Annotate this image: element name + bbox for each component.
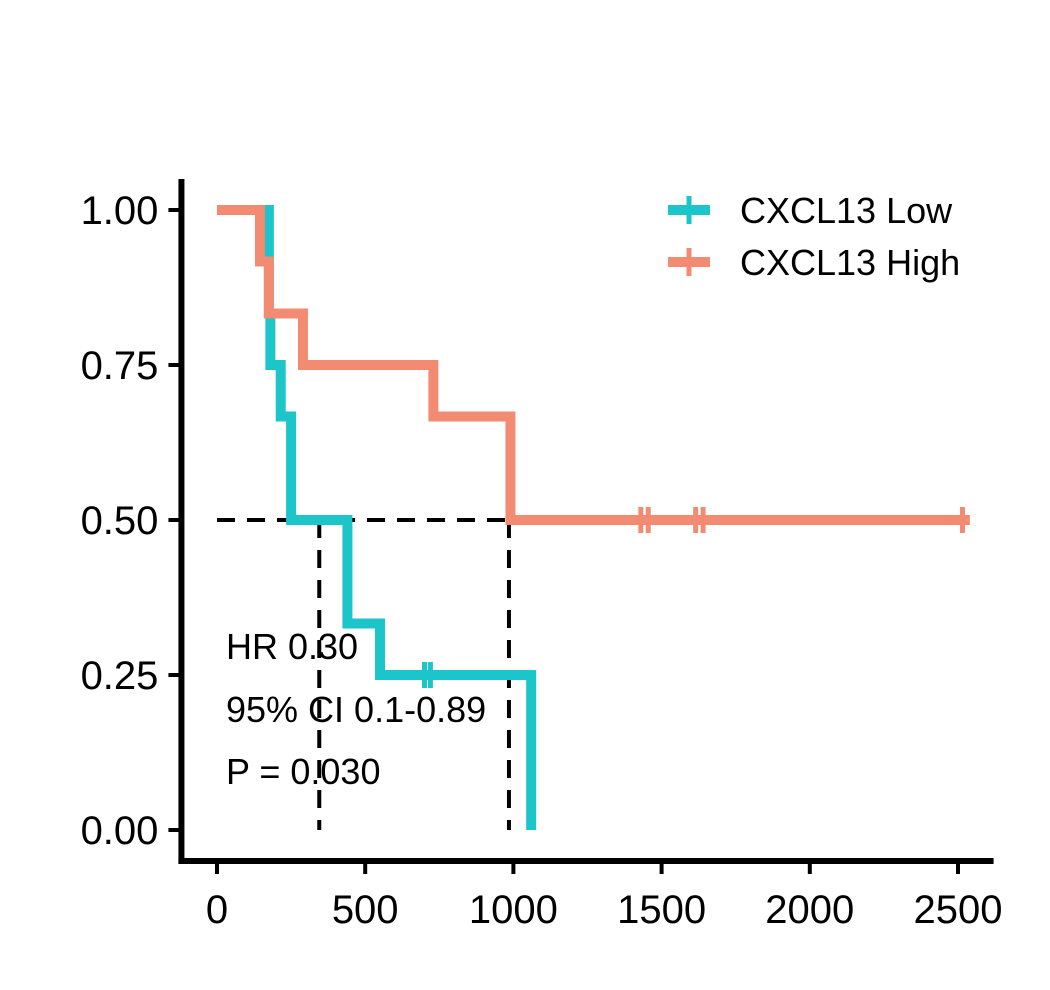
series-line-cxcl13-high xyxy=(217,205,970,525)
x-tick-label-0: 0 xyxy=(206,888,228,932)
axes: 0 500 1000 1500 2000 2500 0.00 0.25 0.50 0.75 1.00 xyxy=(81,179,1003,932)
y-tick-label-0.5: 0.50 xyxy=(81,499,159,543)
x-tick-label-1000: 1000 xyxy=(469,888,558,932)
x-tick-label-1500: 1500 xyxy=(617,888,706,932)
annotations: HR 0.30 95% CI 0.1-0.89 P = 0.030 xyxy=(226,626,486,792)
ci-annotation: 95% CI 0.1-0.89 xyxy=(226,689,486,730)
x-tick-label-2500: 2500 xyxy=(914,888,1003,932)
x-tick-label-500: 500 xyxy=(332,888,399,932)
series-layer xyxy=(217,205,970,830)
x-tick-label-2000: 2000 xyxy=(765,888,854,932)
legend-label-cxcl13-high: CXCL13 High xyxy=(740,242,960,283)
legend: CXCL13 Low CXCL13 High xyxy=(668,190,960,283)
y-tick-label-0: 0.00 xyxy=(81,809,159,853)
y-tick-label-0.75: 0.75 xyxy=(81,344,159,388)
hr-annotation: HR 0.30 xyxy=(226,626,358,667)
p-value-annotation: P = 0.030 xyxy=(226,751,380,792)
legend-label-cxcl13-low: CXCL13 Low xyxy=(740,190,953,231)
y-tick-label-1: 1.00 xyxy=(81,189,159,233)
y-tick-label-0.25: 0.25 xyxy=(81,654,159,698)
